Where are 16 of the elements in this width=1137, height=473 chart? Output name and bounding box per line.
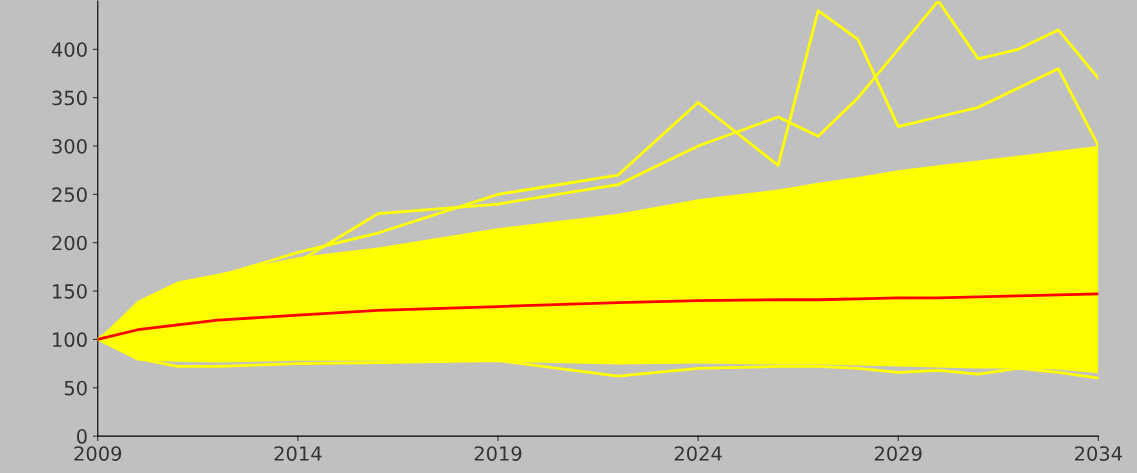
y-tick-label: 200 xyxy=(52,235,87,251)
x-tick-label: 2014 xyxy=(274,446,322,461)
x-tick-label: 2029 xyxy=(874,446,922,461)
x-tick-label: 2024 xyxy=(674,446,722,461)
y-tick-label: 50 xyxy=(64,380,87,396)
y-tick-label: 400 xyxy=(51,42,87,57)
y-tick-label: 0 xyxy=(76,429,87,444)
y-tick-label: 300 xyxy=(52,138,87,154)
line-series xyxy=(97,292,1099,341)
x-tick-label: 2034 xyxy=(1075,446,1122,461)
y-tick-label: 250 xyxy=(52,187,87,203)
y-tick-label: 150 xyxy=(53,284,87,299)
x-tick-label: 2019 xyxy=(474,446,522,461)
y-tick-label: 350 xyxy=(52,90,87,106)
x-tick-label: 2009 xyxy=(74,446,122,461)
y-tick-label: 100 xyxy=(53,332,87,348)
